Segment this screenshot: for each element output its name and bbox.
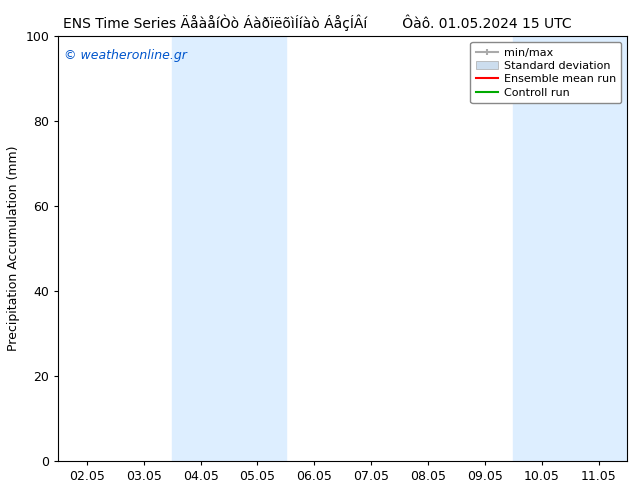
Text: © weatheronline.gr: © weatheronline.gr: [64, 49, 187, 62]
Bar: [172, 36, 286, 461]
Bar: [514, 36, 627, 461]
Text: ENS Time Series ÄåàåíÒò ÁàðïëõìÍíàò ÁåçÍÂí        Ôàô. 01.05.2024 15 UTC: ENS Time Series ÄåàåíÒò ÁàðïëõìÍíàò ÁåçÍ…: [63, 15, 571, 31]
Legend: min/max, Standard deviation, Ensemble mean run, Controll run: min/max, Standard deviation, Ensemble me…: [470, 42, 621, 103]
Y-axis label: Precipitation Accumulation (mm): Precipitation Accumulation (mm): [7, 146, 20, 351]
